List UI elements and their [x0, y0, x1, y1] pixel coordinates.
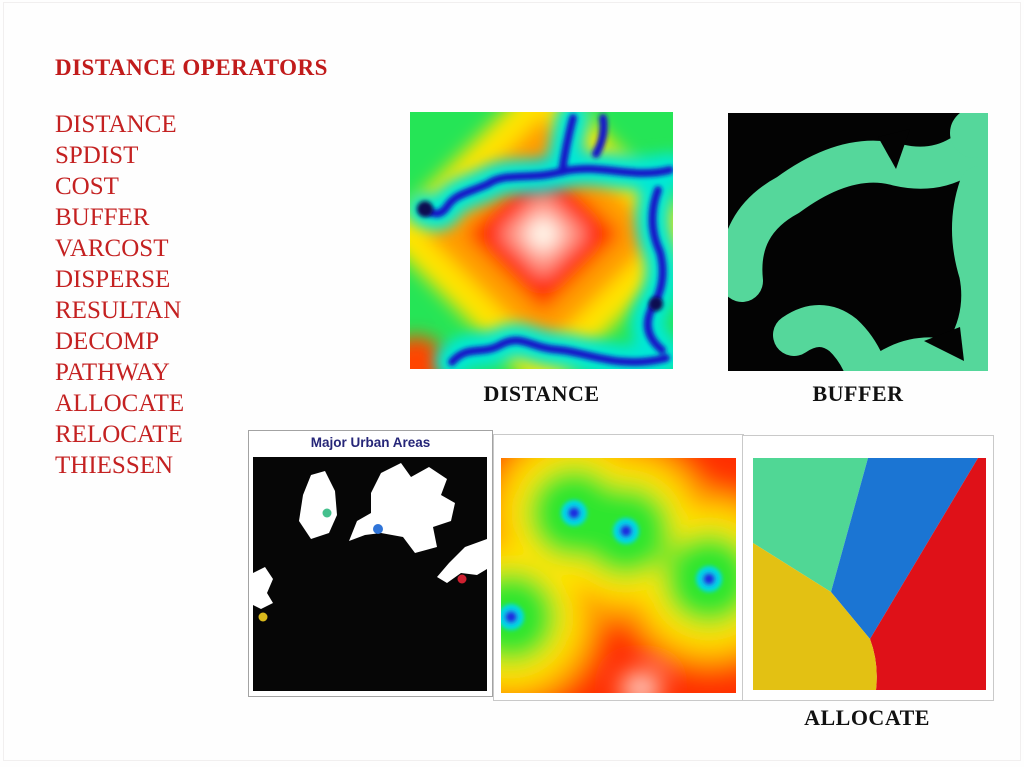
allocation-zone-yellow	[753, 543, 877, 690]
city-marker	[457, 574, 467, 584]
city-marker	[322, 508, 332, 518]
source-point	[504, 610, 518, 624]
operator-item: DISPERSE	[55, 266, 171, 293]
buffer-figure	[728, 113, 988, 371]
distance-raster-figure	[410, 112, 673, 369]
operator-item: RESULTAN	[55, 297, 182, 324]
source-point	[567, 506, 581, 520]
urban-areas-title: Major Urban Areas	[310, 435, 431, 450]
proximity-raster-image	[501, 458, 736, 693]
operator-item: ALLOCATE	[55, 390, 185, 417]
source-point	[619, 524, 633, 538]
city-marker	[258, 612, 268, 622]
operator-item: THIESSEN	[55, 452, 174, 479]
allocation-zone-blue	[831, 458, 978, 639]
city-marker	[373, 524, 383, 534]
urban-polygon	[299, 471, 337, 539]
operator-item: DECOMP	[55, 328, 160, 355]
operator-list: DISTANCE SPDIST COST BUFFER VARCOST DISP…	[55, 109, 184, 481]
operator-item: COST	[55, 173, 119, 200]
operator-item: RELOCATE	[55, 421, 183, 448]
allocate-map-image	[753, 458, 986, 690]
urban-areas-panel: Major Urban Areas	[248, 430, 493, 697]
urban-polygon	[437, 539, 487, 583]
page-title: DISTANCE OPERATORS	[55, 55, 328, 80]
urban-polygon	[253, 567, 273, 609]
buffer-caption: BUFFER	[812, 381, 904, 406]
proximity-panel	[493, 434, 744, 701]
operator-item: BUFFER	[55, 204, 150, 231]
allocate-caption: ALLOCATE	[804, 705, 930, 730]
operator-item: DISTANCE	[55, 111, 177, 138]
operator-item: VARCOST	[55, 235, 169, 262]
allocation-zone-green	[753, 458, 868, 592]
urban-areas-map	[253, 457, 487, 691]
distance-caption: DISTANCE	[483, 381, 600, 406]
distance-raster-image	[410, 112, 673, 369]
source-point	[702, 572, 716, 586]
allocation-zone-red	[870, 458, 986, 690]
buffer-image	[728, 113, 988, 371]
allocate-panel	[742, 435, 994, 701]
operator-item: SPDIST	[55, 142, 139, 169]
operator-item: PATHWAY	[55, 359, 170, 386]
